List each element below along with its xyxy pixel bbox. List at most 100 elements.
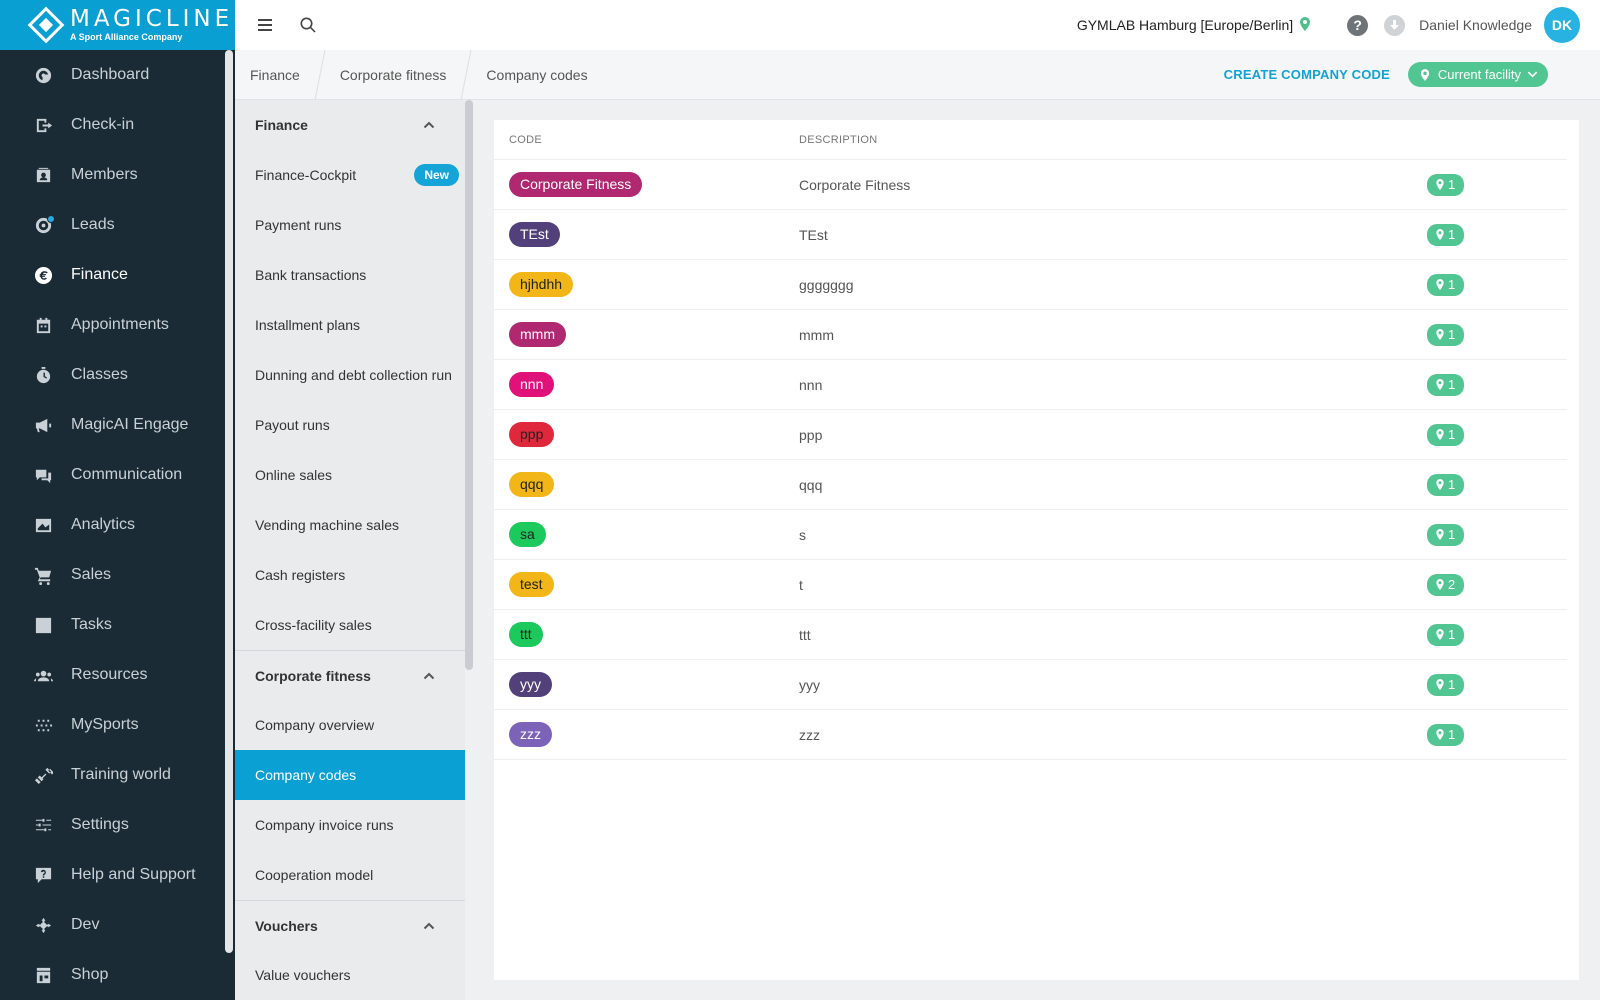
create-company-code-button[interactable]: CREATE COMPANY CODE bbox=[1223, 67, 1390, 82]
company-code-badge: ttt bbox=[509, 622, 543, 647]
table-row[interactable]: qqq qqq 1 bbox=[494, 460, 1567, 510]
nav-item-tasks[interactable]: Tasks bbox=[0, 600, 235, 650]
facilities-cell: 1 bbox=[1427, 673, 1567, 696]
facility-filter-dropdown[interactable]: Current facility bbox=[1407, 62, 1548, 87]
table-row[interactable]: yyy yyy 1 bbox=[494, 660, 1567, 710]
nav-scrollbar[interactable] bbox=[225, 50, 233, 953]
nav-item-check-in[interactable]: Check-in bbox=[0, 100, 235, 150]
subnav-item-payment-runs[interactable]: Payment runs bbox=[235, 200, 465, 250]
brand-logo[interactable]: MAGICLINE A Sport Alliance Company bbox=[0, 0, 235, 50]
nav-item-members[interactable]: Members bbox=[0, 150, 235, 200]
company-code-badge: test bbox=[509, 572, 554, 597]
company-code-badge: mmm bbox=[509, 322, 566, 347]
subnav-item-company-codes[interactable]: Company codes bbox=[235, 750, 465, 800]
nav-item-training-world[interactable]: Training world bbox=[0, 750, 235, 800]
facility-count: 1 bbox=[1448, 627, 1456, 642]
nav-item-label: Resources bbox=[71, 666, 148, 683]
subnav-section-finance[interactable]: Finance bbox=[235, 100, 465, 150]
current-facility-name[interactable]: GYMLAB Hamburg [Europe/Berlin] bbox=[1076, 17, 1294, 33]
facility-count: 1 bbox=[1448, 377, 1456, 392]
facility-count-badge: 1 bbox=[1427, 673, 1465, 696]
column-header-description[interactable]: DESCRIPTION bbox=[799, 133, 878, 146]
nav-item-settings[interactable]: Settings bbox=[0, 800, 235, 850]
help-icon[interactable]: ? bbox=[1347, 14, 1369, 36]
nav-item-shop[interactable]: Shop bbox=[0, 950, 235, 1000]
table-row[interactable]: sa s 1 bbox=[494, 510, 1567, 560]
subnav-item-label: Cash registers bbox=[255, 567, 346, 583]
chat-icon bbox=[33, 465, 53, 485]
breadcrumb-item-finance[interactable]: Finance bbox=[250, 67, 300, 83]
subnav-item-label: Company codes bbox=[255, 767, 357, 783]
download-icon[interactable] bbox=[1384, 14, 1406, 36]
subnav-scrollbar[interactable] bbox=[465, 100, 473, 670]
subnav-item-installment-plans[interactable]: Installment plans bbox=[235, 300, 465, 350]
table-row[interactable]: zzz zzz 1 bbox=[494, 710, 1567, 760]
facility-count-badge: 1 bbox=[1427, 623, 1465, 646]
table-row[interactable]: ttt ttt 1 bbox=[494, 610, 1567, 660]
description-cell: nnn bbox=[799, 376, 823, 393]
table-row[interactable]: ppp ppp 1 bbox=[494, 410, 1567, 460]
table-row[interactable]: Corporate Fitness Corporate Fitness 1 bbox=[494, 160, 1567, 210]
subnav-item-company-invoice-runs[interactable]: Company invoice runs bbox=[235, 800, 465, 850]
nav-item-help-and-support[interactable]: Help and Support bbox=[0, 850, 235, 900]
user-name[interactable]: Daniel Knowledge bbox=[1419, 17, 1532, 33]
subnav-item-online-sales[interactable]: Online sales bbox=[235, 450, 465, 500]
location-pin-icon bbox=[1436, 679, 1444, 690]
hamburger-menu-icon[interactable] bbox=[253, 13, 277, 37]
nav-item-appointments[interactable]: Appointments bbox=[0, 300, 235, 350]
nav-item-dev[interactable]: Dev bbox=[0, 900, 235, 950]
company-codes-table: CODE DESCRIPTION Corporate Fitness Corpor… bbox=[494, 120, 1579, 980]
nav-item-sales[interactable]: Sales bbox=[0, 550, 235, 600]
code-cell: yyy bbox=[494, 672, 799, 697]
nav-item-mysports[interactable]: MySports bbox=[0, 700, 235, 750]
facility-count: 1 bbox=[1448, 677, 1456, 692]
nav-item-classes[interactable]: Classes bbox=[0, 350, 235, 400]
column-header-code[interactable]: CODE bbox=[509, 133, 542, 146]
table-row[interactable]: test t 2 bbox=[494, 560, 1567, 610]
facilities-cell: 1 bbox=[1427, 523, 1567, 546]
table-row[interactable]: nnn nnn 1 bbox=[494, 360, 1567, 410]
subnav-item-cash-registers[interactable]: Cash registers bbox=[235, 550, 465, 600]
help-chat-icon bbox=[33, 865, 53, 885]
facility-count-badge: 1 bbox=[1427, 223, 1465, 246]
table-row[interactable]: mmm mmm 1 bbox=[494, 310, 1567, 360]
subnav-item-cross-facility-sales[interactable]: Cross-facility sales bbox=[235, 600, 465, 650]
description-cell: mmm bbox=[799, 326, 834, 343]
nav-item-magicai-engage[interactable]: MagicAI Engage bbox=[0, 400, 235, 450]
code-cell: hjhdhh bbox=[494, 272, 799, 297]
subnav-item-cooperation-model[interactable]: Cooperation model bbox=[235, 850, 465, 900]
search-icon[interactable] bbox=[296, 13, 320, 37]
magicline-logo-icon bbox=[27, 6, 65, 44]
stopwatch-icon bbox=[33, 365, 53, 385]
subnav-section-corporate-fitness[interactable]: Corporate fitness bbox=[235, 650, 465, 700]
crosshair-icon bbox=[33, 915, 53, 935]
subnav-item-value-vouchers[interactable]: Value vouchers bbox=[235, 950, 465, 1000]
table-row[interactable]: TEst TEst 1 bbox=[494, 210, 1567, 260]
dots-grid-icon bbox=[33, 715, 53, 735]
table-row[interactable]: hjhdhh ggggggg 1 bbox=[494, 260, 1567, 310]
subnav-item-payout-runs[interactable]: Payout runs bbox=[235, 400, 465, 450]
code-cell: sa bbox=[494, 522, 799, 547]
nav-item-leads[interactable]: Leads bbox=[0, 200, 235, 250]
nav-item-communication[interactable]: Communication bbox=[0, 450, 235, 500]
breadcrumb-item-corporate-fitness[interactable]: Corporate fitness bbox=[339, 67, 447, 83]
chevron-up-icon bbox=[423, 672, 435, 679]
nav-item-finance[interactable]: Finance bbox=[0, 250, 235, 300]
location-pin-icon bbox=[1436, 529, 1444, 540]
subnav-item-bank-transactions[interactable]: Bank transactions bbox=[235, 250, 465, 300]
nav-item-resources[interactable]: Resources bbox=[0, 650, 235, 700]
nav-item-dashboard[interactable]: Dashboard bbox=[0, 50, 235, 100]
nav-item-analytics[interactable]: Analytics bbox=[0, 500, 235, 550]
subnav-section-vouchers[interactable]: Vouchers bbox=[235, 900, 465, 950]
description-cell: yyy bbox=[799, 676, 820, 693]
facility-count: 1 bbox=[1448, 477, 1456, 492]
notification-dot bbox=[47, 215, 55, 223]
nav-item-label: Finance bbox=[71, 266, 128, 283]
subnav-item-dunning-and-debt-collection-run[interactable]: Dunning and debt collection run bbox=[235, 350, 465, 400]
subnav-item-label: Dunning and debt collection run bbox=[255, 367, 452, 383]
subnav-item-finance-cockpit[interactable]: Finance-Cockpit New bbox=[235, 150, 465, 200]
description-cell: zzz bbox=[799, 726, 820, 743]
subnav-item-vending-machine-sales[interactable]: Vending machine sales bbox=[235, 500, 465, 550]
avatar[interactable]: DK bbox=[1544, 7, 1580, 43]
subnav-item-company-overview[interactable]: Company overview bbox=[235, 700, 465, 750]
